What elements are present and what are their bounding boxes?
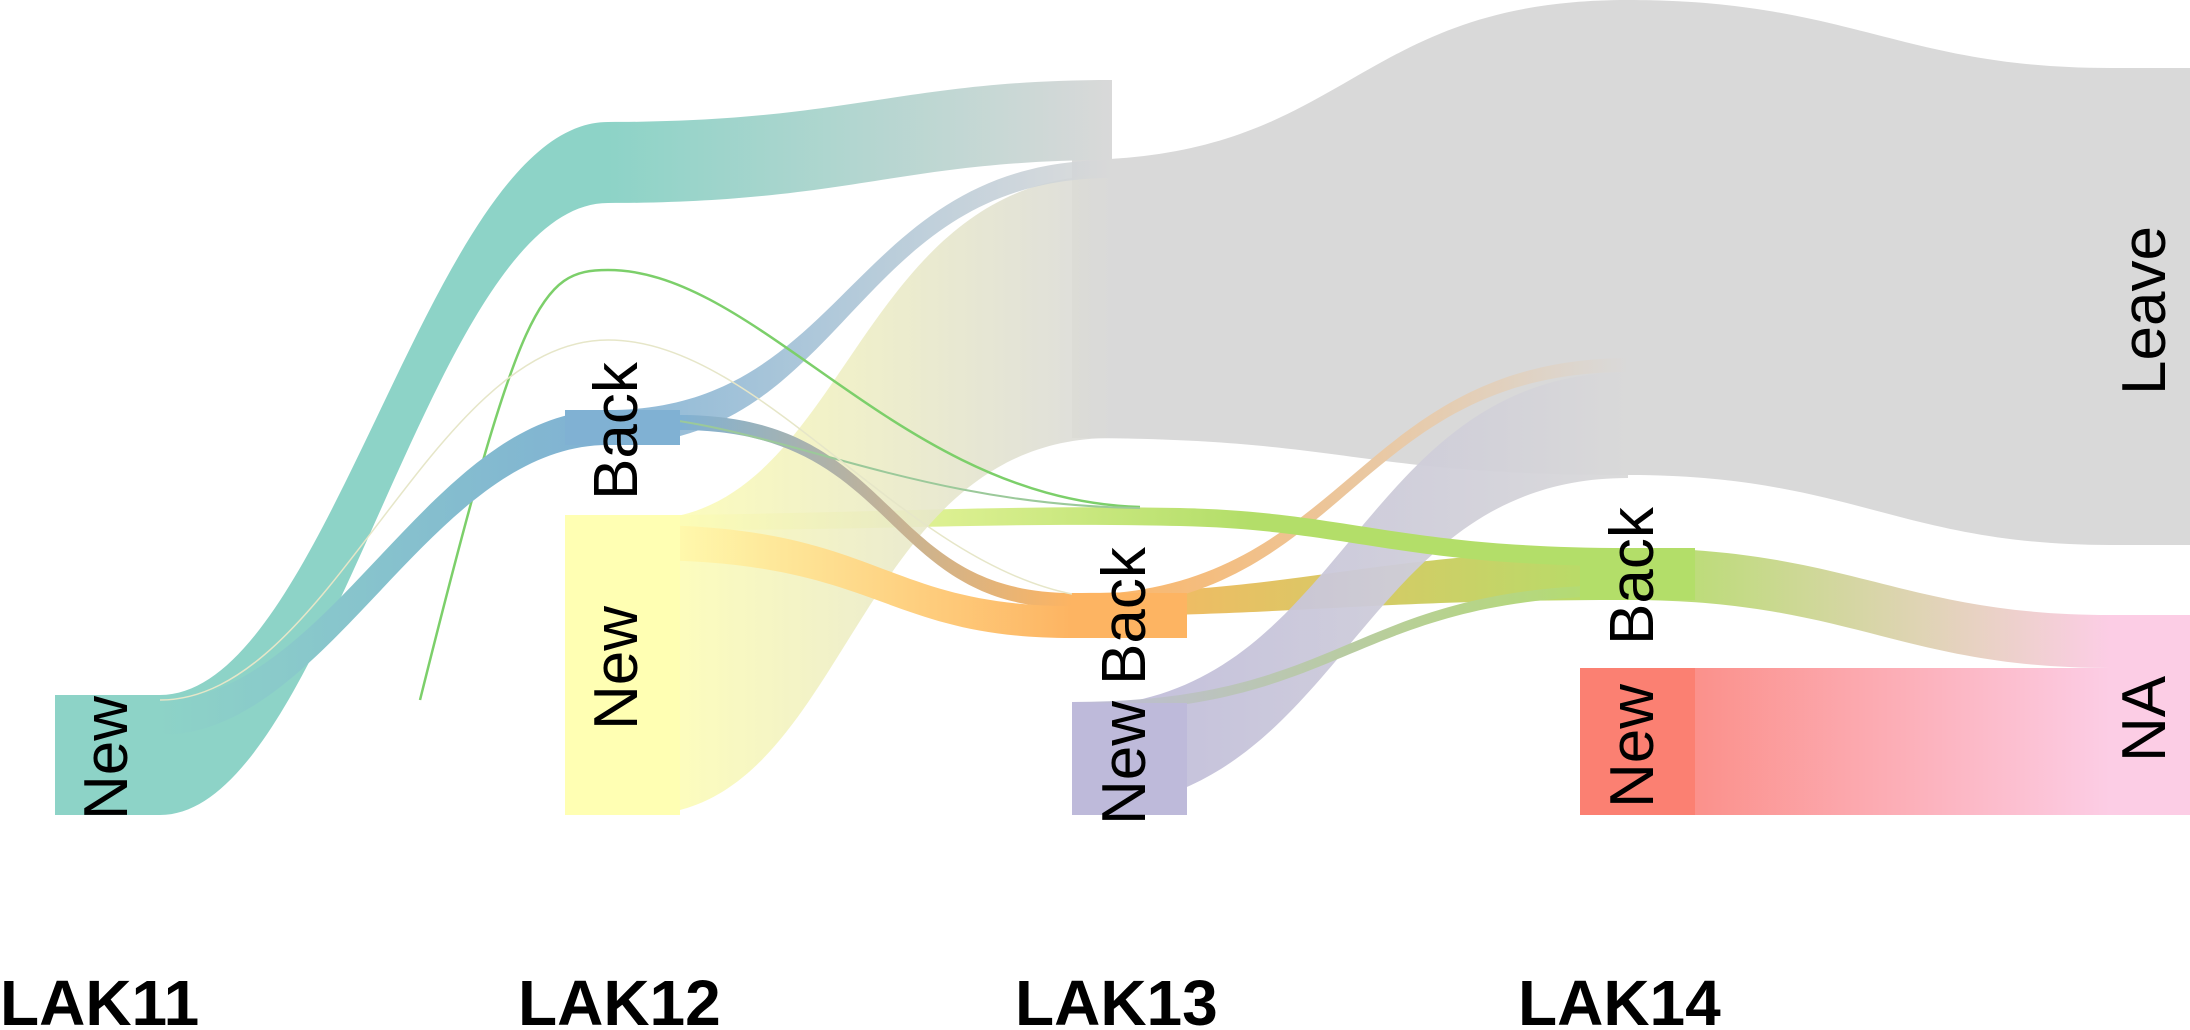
label-lak12-back: Back [582,361,651,500]
stage-labels: LAK11 LAK12 LAK13 LAK14 [0,967,1721,1030]
flow-new-to-leave [1072,372,1628,810]
nodes [55,68,2190,815]
node-lak12-back [565,410,680,445]
flow-teal-to-leave [608,80,1112,203]
flow-s0-to-leave [160,122,608,815]
flow-back-to-leave [1072,358,1628,610]
label-lak14-leave: Leave [2110,226,2179,395]
flows-stage-1 [159,122,1073,815]
label-lak13-new: New [1090,701,1159,825]
label-lak11-new: New [72,696,141,820]
label-lak13-back: Back [1090,546,1159,685]
node-lak14-new [1580,668,1695,815]
flow-thin-faint [159,339,1073,701]
node-lak14-leave [2110,68,2190,545]
stage-label-lak11: LAK11 [0,967,199,1030]
flow-blue-to-leave [608,160,1112,445]
flow-leave-to-leave [1072,0,2110,545]
node-lak12-new [565,515,680,815]
node-labels: New Back New Back New Back New Leave NA [72,226,2179,825]
node-lak11-new [55,695,160,815]
stage-label-lak12: LAK12 [518,967,721,1030]
flow-thin-green [418,268,1141,701]
node-lak13-new [1072,703,1187,815]
flow-back-to-na [1628,548,2110,668]
label-lak14-new: New [1598,684,1667,808]
flow-yellow-to-orange [640,525,1072,638]
node-lak14-back [1580,548,1695,600]
flows-stage-3 [680,0,2110,815]
flow-s0-to-back [160,410,608,735]
node-lak14-na [2110,615,2190,815]
node-lak13-back [1072,593,1187,638]
label-lak14-back: Back [1598,506,1667,645]
flow-new-to-back [1072,585,1628,712]
stage-label-lak13: LAK13 [1015,967,1218,1030]
flow-new-to-na [1580,668,2110,815]
label-lak14-na: NA [2110,675,2179,762]
label-lak12-new: New [582,606,651,730]
stage-label-lak14: LAK14 [1518,967,1721,1030]
